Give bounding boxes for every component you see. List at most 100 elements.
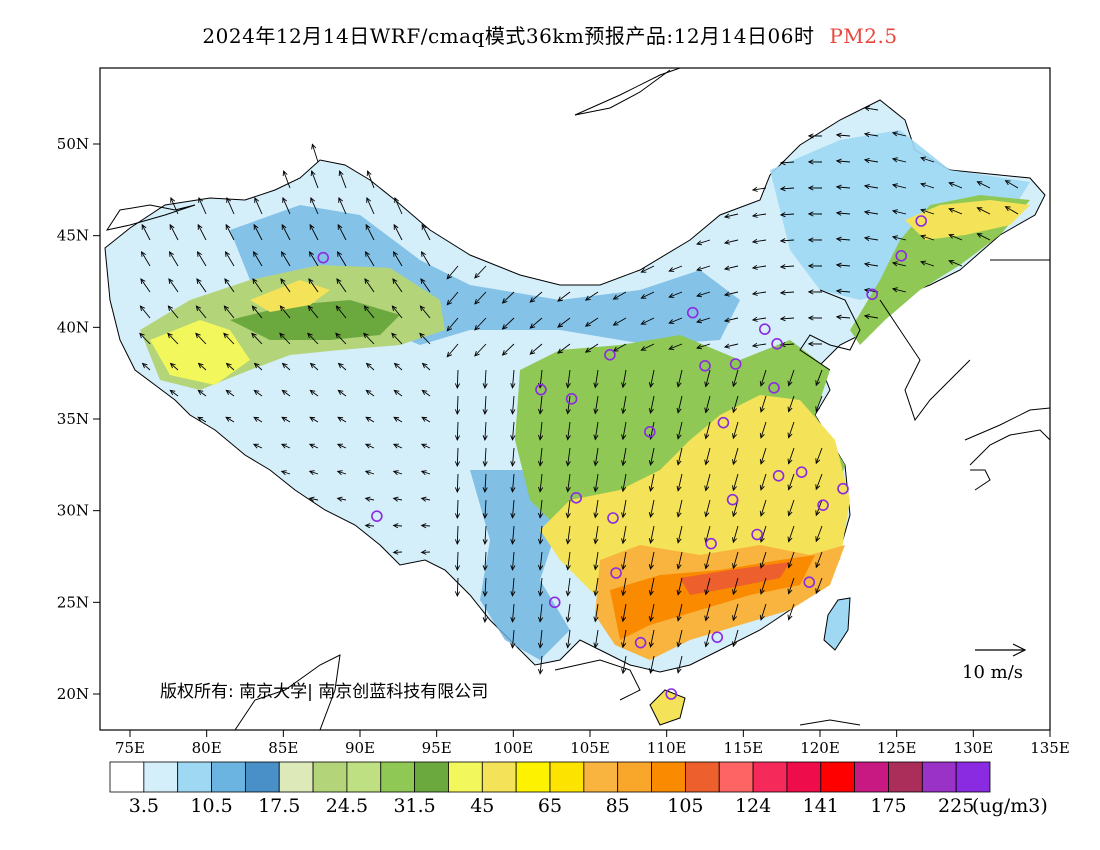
wind-arrow-head — [815, 510, 821, 517]
wind-arrow-head — [420, 470, 427, 476]
colorbar-unit: (ug/m3) — [972, 795, 1048, 817]
colorbar-label: 31.5 — [393, 795, 435, 817]
city-station-marker — [803, 576, 816, 588]
wind-arrow — [705, 369, 711, 387]
wind-arrow — [337, 497, 347, 501]
colorbar-label: 105 — [667, 795, 703, 817]
wind-arrow-head — [593, 434, 599, 441]
wind-arrow-head — [168, 278, 174, 284]
wind-arrow — [254, 363, 263, 371]
wind-arrow-head — [366, 196, 371, 203]
wind-arrow — [760, 577, 767, 595]
wind-arrow-head — [704, 615, 710, 622]
city-station-marker — [866, 288, 878, 301]
city-station-marker — [758, 323, 771, 335]
wind-arrow — [140, 305, 151, 319]
wind-arrow-head — [565, 590, 571, 597]
pm25-green-northeast — [850, 195, 1030, 345]
wind-arrow — [780, 265, 795, 268]
wind-arrow-head — [621, 460, 627, 467]
wind-arrow-head — [311, 143, 317, 150]
wind-arrow — [594, 603, 599, 622]
wind-arrow-head — [392, 470, 399, 476]
wind-arrow — [613, 291, 627, 300]
wind-arrow-head — [454, 409, 461, 415]
wind-arrow-head — [365, 362, 372, 369]
wind-arrow — [281, 470, 291, 475]
wind-arrow — [310, 363, 319, 371]
wind-arrow-head — [226, 196, 231, 203]
wind-arrow-head — [835, 262, 842, 268]
wind-arrow-head — [676, 667, 682, 674]
wind-arrow — [502, 291, 515, 304]
colorbar-swatch — [346, 761, 382, 793]
wind-arrow-head — [668, 267, 675, 272]
wind-arrow-head — [751, 238, 758, 244]
wind-arrow — [512, 369, 515, 388]
wind-arrow-head — [787, 432, 793, 439]
variable-name: PM2.5 — [829, 24, 898, 48]
wind-arrow-head — [196, 250, 202, 257]
wind-arrow — [365, 497, 375, 501]
wind-arrow — [311, 144, 319, 163]
wind-arrow-head — [482, 383, 488, 389]
wind-arrow — [226, 389, 235, 397]
x-tick-label: 120E — [800, 739, 840, 757]
city-station-marker — [548, 596, 561, 609]
wind-arrow — [760, 499, 767, 517]
wind-arrow — [677, 525, 683, 543]
colorbar-label: 3.5 — [129, 795, 159, 817]
x-axis: 75E 80E 85E 90E 95E 100E 105E 110E 115E 120E 125E 1… — [115, 730, 1070, 757]
wind-arrow — [705, 473, 711, 491]
wind-arrow — [696, 239, 711, 245]
pm25-yellow-dzungaria — [250, 280, 330, 312]
wind-arrow — [539, 421, 543, 440]
wind-arrow-head — [751, 316, 758, 322]
wind-arrow-head — [676, 407, 682, 414]
wind-arrow — [815, 473, 823, 490]
wind-arrow — [197, 251, 207, 267]
colorbar-swatch — [211, 761, 246, 793]
wind-arrow — [892, 262, 907, 267]
wind-arrow-head — [394, 196, 399, 203]
x-tick-label: 85E — [268, 739, 298, 757]
wind-arrow-head — [787, 380, 793, 387]
x-tick-label: 80E — [192, 739, 222, 757]
wind-arrow — [308, 305, 319, 319]
wind-arrow — [780, 317, 795, 320]
wind-arrow-head — [640, 345, 647, 351]
wind-arrow-head — [391, 305, 398, 312]
wind-arrow — [474, 265, 487, 279]
wind-arrow-head — [696, 292, 703, 298]
wind-arrow-head — [668, 293, 675, 298]
wind-arrow-head — [751, 342, 758, 348]
wind-arrow — [367, 170, 375, 189]
wind-arrow-head — [482, 461, 488, 467]
wind-arrow — [920, 183, 935, 189]
wind-arrow — [282, 363, 291, 371]
wind-arrow — [613, 317, 627, 326]
wind-arrow-head — [365, 416, 372, 422]
wind-arrow — [732, 395, 739, 413]
city-station-marker — [371, 510, 383, 522]
wind-arrow — [760, 447, 767, 465]
wind-arrow-head — [565, 642, 571, 649]
wind-arrow — [815, 525, 823, 542]
wind-arrow — [484, 551, 487, 570]
wind-arrow — [788, 551, 795, 568]
wind-arrow-head — [420, 250, 426, 257]
wind-arrow — [337, 443, 347, 449]
wind-arrow — [421, 251, 431, 267]
wind-arrow-head — [225, 362, 232, 369]
wind-arrow-head — [482, 565, 488, 571]
wind-arrow-head — [835, 288, 842, 294]
wind-arrow — [139, 333, 151, 345]
wind-arrow — [567, 421, 571, 440]
colorbar-swatch — [752, 761, 788, 793]
wind-arrow — [309, 497, 319, 501]
wind-arrow — [456, 473, 459, 492]
wind-arrow-head — [648, 642, 654, 649]
wind-arrow-head — [251, 305, 258, 312]
wind-arrow — [197, 416, 207, 423]
wind-arrow — [474, 343, 487, 357]
